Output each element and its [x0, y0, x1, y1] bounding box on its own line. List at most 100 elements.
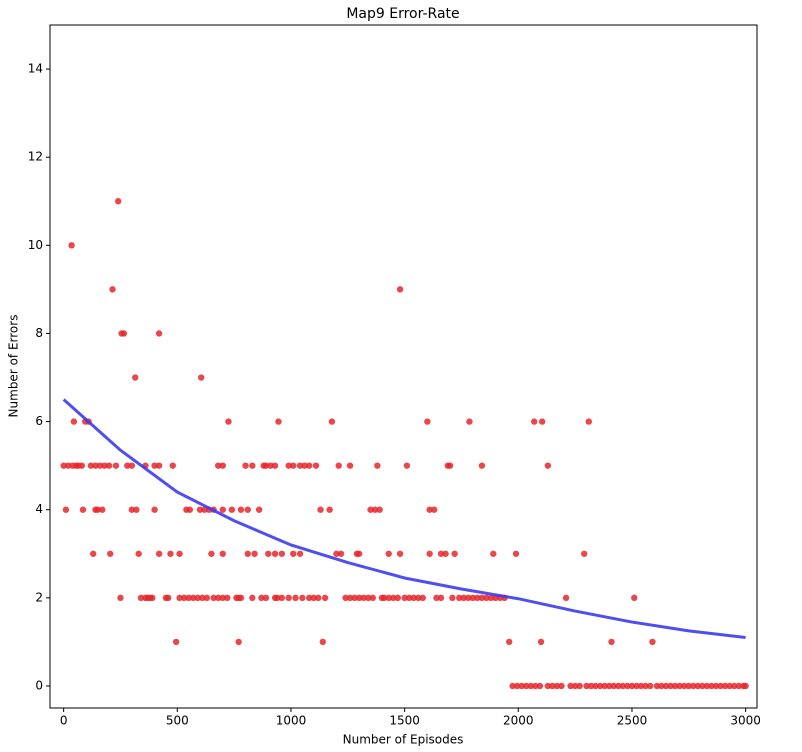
point [717, 682, 724, 690]
point [596, 682, 604, 690]
point [426, 550, 433, 557]
point [337, 550, 345, 557]
point [419, 594, 427, 602]
point [581, 550, 588, 557]
point [699, 682, 706, 690]
point [483, 594, 490, 602]
point [258, 594, 265, 602]
point [278, 550, 286, 557]
point [558, 682, 565, 690]
point [137, 594, 145, 602]
point [506, 638, 513, 646]
point [180, 594, 188, 602]
point [169, 462, 176, 469]
point [278, 594, 286, 602]
point [523, 682, 530, 690]
point [96, 462, 104, 469]
y-axis-label: Number of Errors [7, 315, 21, 418]
point [637, 682, 645, 690]
point [601, 682, 608, 690]
point [132, 374, 139, 381]
point [403, 462, 411, 469]
point [726, 682, 733, 690]
point [167, 550, 174, 557]
point [628, 682, 636, 690]
point [385, 594, 392, 602]
point [390, 594, 397, 602]
point [396, 550, 404, 557]
point [87, 462, 95, 469]
point [70, 418, 78, 425]
point [531, 418, 538, 425]
point [490, 550, 497, 557]
point [215, 462, 222, 469]
point [442, 550, 449, 557]
point [255, 506, 263, 513]
point [742, 682, 749, 690]
point [446, 462, 454, 469]
point [513, 682, 521, 690]
point [68, 242, 75, 249]
point [285, 594, 292, 602]
point [703, 682, 711, 690]
point [633, 682, 640, 690]
point [176, 550, 183, 557]
point [410, 594, 417, 602]
point [619, 682, 627, 690]
point [219, 462, 226, 469]
point [249, 594, 256, 602]
point [315, 594, 322, 602]
point [310, 594, 317, 602]
point [219, 506, 226, 513]
point [194, 594, 201, 602]
point [371, 506, 379, 513]
point [553, 682, 561, 690]
point [60, 462, 67, 469]
point [544, 682, 552, 690]
point [658, 682, 665, 690]
x-tick-label: 3000 [730, 714, 761, 728]
point [117, 594, 124, 602]
point [690, 682, 697, 690]
point [251, 550, 258, 557]
point [465, 594, 472, 602]
point [587, 682, 595, 690]
point [735, 682, 743, 690]
point [681, 682, 688, 690]
point [437, 550, 445, 557]
point [151, 462, 158, 469]
point [242, 462, 249, 469]
point [583, 682, 590, 690]
point [610, 682, 617, 690]
point [292, 594, 299, 602]
point [267, 462, 274, 469]
point [478, 462, 486, 469]
point [271, 462, 279, 469]
point [380, 594, 388, 602]
point [321, 594, 329, 602]
y-tick-label: 0 [35, 678, 43, 692]
point [642, 682, 649, 690]
point [290, 462, 297, 469]
point [544, 462, 552, 469]
point [172, 638, 180, 646]
point [328, 418, 336, 425]
point [585, 418, 592, 425]
point [487, 594, 495, 602]
point [469, 594, 477, 602]
x-tick-label: 1500 [389, 714, 420, 728]
point [721, 682, 729, 690]
point [197, 374, 205, 381]
point [186, 506, 194, 513]
point [190, 594, 197, 602]
point [199, 594, 206, 602]
point [237, 594, 245, 602]
point [518, 682, 525, 690]
point [538, 418, 546, 425]
point [244, 550, 251, 557]
point [244, 506, 251, 513]
point [105, 462, 113, 469]
point [571, 682, 579, 690]
point [536, 682, 544, 690]
point [374, 462, 381, 469]
